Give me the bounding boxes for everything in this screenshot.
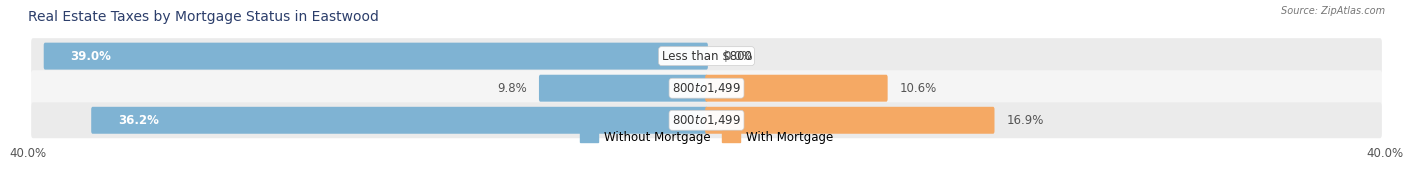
Text: Source: ZipAtlas.com: Source: ZipAtlas.com	[1281, 6, 1385, 16]
FancyBboxPatch shape	[706, 75, 887, 102]
FancyBboxPatch shape	[31, 102, 1382, 138]
FancyBboxPatch shape	[538, 75, 707, 102]
Text: 9.8%: 9.8%	[496, 82, 527, 95]
Text: $800 to $1,499: $800 to $1,499	[672, 81, 741, 95]
Text: $800 to $1,499: $800 to $1,499	[672, 113, 741, 127]
FancyBboxPatch shape	[44, 43, 707, 70]
Text: 36.2%: 36.2%	[118, 114, 159, 127]
Text: Less than $800: Less than $800	[662, 50, 751, 63]
FancyBboxPatch shape	[31, 38, 1382, 74]
FancyBboxPatch shape	[706, 107, 994, 134]
FancyBboxPatch shape	[91, 107, 707, 134]
Text: 10.6%: 10.6%	[900, 82, 938, 95]
FancyBboxPatch shape	[31, 70, 1382, 106]
Text: 16.9%: 16.9%	[1007, 114, 1045, 127]
Legend: Without Mortgage, With Mortgage: Without Mortgage, With Mortgage	[581, 131, 832, 144]
Text: Real Estate Taxes by Mortgage Status in Eastwood: Real Estate Taxes by Mortgage Status in …	[28, 10, 380, 24]
Text: 0.0%: 0.0%	[724, 50, 754, 63]
Text: 39.0%: 39.0%	[70, 50, 111, 63]
